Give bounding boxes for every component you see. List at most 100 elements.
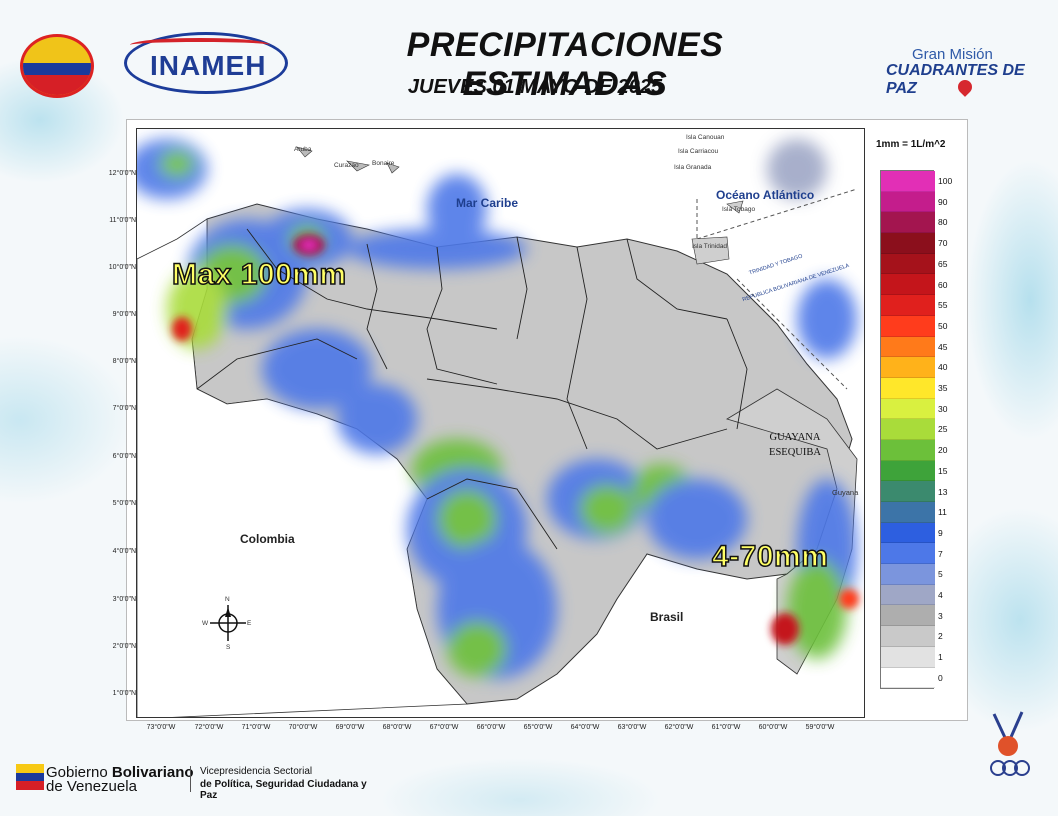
lat-label: 8°0'0"N	[112, 358, 136, 365]
gob-line2: de Venezuela	[46, 778, 137, 795]
lon-label: 63°0'0"W	[617, 724, 647, 731]
legend-swatch	[881, 564, 935, 585]
colombia-label: Colombia	[240, 532, 295, 546]
lat-label: 2°0'0"N	[112, 643, 136, 650]
lon-label: 67°0'0"W	[429, 724, 459, 731]
gob-line1: Gobierno Bolivariano	[46, 764, 194, 781]
legend-label: 3	[938, 610, 943, 621]
compass-w: W	[202, 620, 209, 627]
footer-gobierno: Gobierno Bolivariano de Venezuela Vicepr…	[14, 762, 386, 801]
gob-word2: Bolivariano	[111, 764, 194, 781]
lat-label: 5°0'0"N	[112, 500, 136, 507]
legend-label: 30	[938, 403, 948, 414]
lat-label: 10°0'0"N	[108, 264, 136, 271]
legend-swatch	[881, 460, 935, 482]
legend-label: 2	[938, 631, 943, 642]
legend-swatch	[881, 439, 935, 461]
legend-label: 5	[938, 569, 943, 580]
lon-label: 69°0'0"W	[335, 724, 365, 731]
lat-label: 12°0'0"N	[108, 170, 136, 177]
legend-swatch	[881, 171, 935, 192]
island-label: Isla Carriacou	[678, 148, 719, 155]
bicentenario-logo	[984, 704, 1032, 784]
lat-label: 4°0'0"N	[112, 548, 136, 555]
lon-label: 73°0'0"W	[146, 724, 176, 731]
legend-label: 0	[938, 672, 943, 683]
legend-swatch	[881, 522, 935, 544]
legend-swatch	[881, 212, 935, 234]
legend-swatch	[881, 481, 935, 502]
legend-label: 50	[938, 320, 948, 331]
lon-label: 70°0'0"W	[288, 724, 318, 731]
compass-s: S	[226, 644, 231, 651]
precipitation-map	[136, 128, 865, 718]
compass-n: N	[225, 596, 230, 603]
inameh-logo-text: INAMEH	[150, 50, 267, 81]
compass-e: E	[247, 620, 252, 627]
lon-label: 60°0'0"W	[758, 724, 788, 731]
legend-label: 65	[938, 258, 948, 269]
island-label: Isla Tobago	[722, 206, 756, 213]
lon-label: 66°0'0"W	[476, 724, 506, 731]
legend-swatch	[881, 584, 935, 606]
oceano-label: Océano Atlántico	[716, 188, 815, 202]
legend-swatch	[881, 646, 935, 668]
legend-label: 40	[938, 362, 948, 373]
legend-swatch	[881, 605, 935, 627]
legend-swatch	[881, 233, 935, 254]
lon-label: 59°0'0"W	[805, 724, 835, 731]
island-label: Aruba	[294, 146, 312, 153]
map-svg	[137, 129, 864, 717]
guayana-line1: GUAYANA	[769, 432, 821, 443]
legend-label: 80	[938, 217, 948, 228]
legend-label: 70	[938, 238, 948, 249]
legend-swatch	[881, 191, 935, 213]
legend-units: 1mm = 1L/m^2	[876, 139, 946, 150]
lon-label: 61°0'0"W	[711, 724, 741, 731]
lat-label: 6°0'0"N	[112, 453, 136, 460]
legend-swatch	[881, 398, 935, 420]
vice-line1: Vicepresidencia Sectorial	[200, 766, 313, 777]
legend-swatch	[881, 377, 935, 399]
legend-swatch	[881, 295, 935, 316]
gran-mision-big: CUADRANTES DE PAZ	[886, 62, 1025, 97]
legend-label: 35	[938, 383, 948, 393]
legend-label: 9	[938, 527, 943, 538]
lon-label: 72°0'0"W	[194, 724, 224, 731]
state-borders	[196, 228, 748, 550]
island-label: Bonaire	[372, 160, 395, 167]
legend-swatch	[881, 543, 935, 565]
legend-swatch	[881, 626, 935, 647]
guayana-esequiba-label: GUAYANA ESEQUIBA	[760, 430, 830, 460]
guyana-label: Guyana	[832, 488, 859, 497]
island-label: Isla Trinidad	[692, 243, 728, 250]
compass-icon	[202, 597, 254, 649]
precip-legend	[880, 170, 935, 690]
legend-label: 11	[938, 507, 947, 518]
range-precip-annotation: 4-70mm	[711, 539, 829, 574]
gov-seal-logo	[20, 34, 94, 98]
lat-label: 9°0'0"N	[112, 311, 136, 318]
island-label: Isla Granada	[674, 164, 712, 171]
lat-label: 11°0'0"N	[109, 217, 136, 224]
legend-label: 20	[938, 445, 948, 456]
page-title: PRECIPITACIONES ESTIMADAS	[406, 26, 724, 103]
guayana-line2: ESEQUIBA	[769, 447, 821, 458]
venezuela-flag-icon	[16, 764, 44, 790]
page-date: JUEVES 01 MAYO DE 2025	[407, 76, 663, 98]
legend-label: 4	[938, 590, 943, 600]
lat-label: 7°0'0"N	[112, 405, 136, 412]
gran-mision-small: Gran Misión	[912, 46, 993, 63]
legend-swatch	[881, 419, 935, 440]
legend-swatch	[881, 274, 935, 296]
legend-swatch	[881, 253, 935, 275]
max-precip-annotation: Max 100mm	[171, 257, 347, 292]
legend-label: 55	[938, 300, 948, 311]
legend-label: 45	[938, 341, 948, 352]
lon-label: 62°0'0"W	[664, 724, 694, 731]
mar-caribe-label: Mar Caribe	[456, 196, 519, 210]
lat-label: 3°0'0"N	[112, 596, 136, 603]
legend-label: 1	[938, 652, 943, 663]
gran-mision-logo: Gran Misión CUADRANTES DE PAZ	[886, 40, 1042, 97]
legend-label: 60	[938, 279, 948, 290]
